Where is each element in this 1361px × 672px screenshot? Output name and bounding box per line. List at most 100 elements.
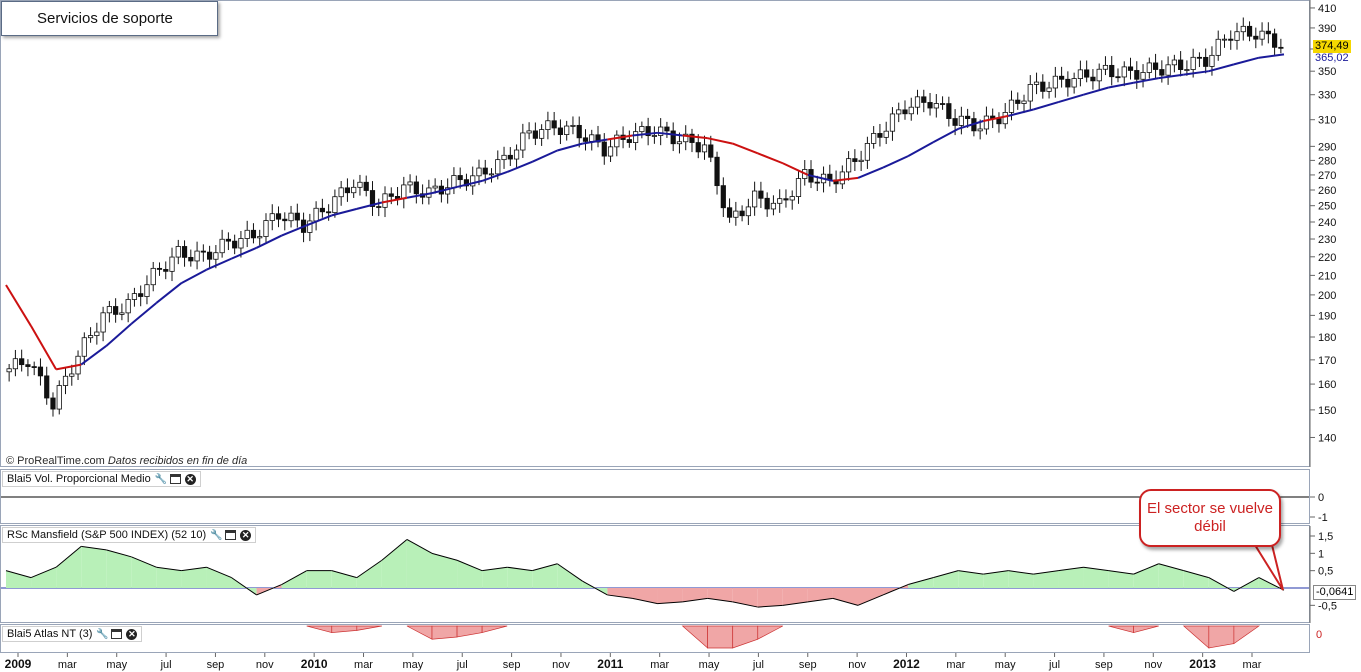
rsc-area-segment: [507, 567, 533, 588]
wrench-icon[interactable]: 🔧: [96, 628, 109, 640]
candle-body: [883, 130, 889, 138]
window-icon[interactable]: [111, 629, 123, 639]
volume-indicator-label[interactable]: Blai5 Vol. Proporcional Medio 🔧 ✕: [2, 471, 201, 487]
atlas-indicator-label[interactable]: Blai5 Atlas NT (3) 🔧 ✕: [2, 626, 143, 642]
candle-body: [81, 337, 87, 357]
candle-body: [1196, 56, 1203, 59]
atlas-area-segment: [1133, 625, 1159, 634]
candle-body: [1021, 100, 1027, 104]
atlas-area-segment: [707, 625, 734, 649]
candle-body: [138, 293, 144, 297]
candle-body: [1146, 62, 1152, 73]
x-tick-label: jul: [160, 659, 172, 671]
atlas-area-segment: [1182, 625, 1210, 649]
rsc-area-segment: [281, 570, 307, 588]
candle-body: [839, 171, 845, 185]
rsc-area-segment: [858, 588, 884, 606]
candle-body: [1190, 56, 1196, 70]
candle-body: [225, 238, 231, 242]
candle-body: [351, 186, 357, 194]
candle-body: [783, 198, 789, 201]
x-tick-label: nov: [848, 659, 866, 671]
rsc-line-segment: [231, 577, 257, 596]
candle-body: [520, 132, 526, 151]
wrench-icon[interactable]: 🔧: [210, 529, 223, 541]
moving-average-segment: [983, 114, 1009, 122]
y-tick-label: 410: [1318, 3, 1336, 15]
moving-average-segment: [557, 142, 583, 152]
x-tick-label: 2013: [1189, 657, 1216, 671]
candle-body: [858, 159, 864, 162]
candle-body: [532, 130, 538, 139]
candle-body: [589, 134, 595, 142]
candle-body: [1052, 75, 1058, 89]
candle-body: [570, 124, 576, 127]
moving-average-segment: [1008, 108, 1034, 117]
rsc-area-segment: [983, 570, 1009, 588]
moving-average-segment: [331, 207, 358, 217]
rsc-line-segment: [5, 570, 32, 579]
rsc-line-segment: [1183, 570, 1209, 579]
y-tick-label: 200: [1318, 290, 1336, 302]
candle-body: [200, 250, 206, 253]
moving-average-segment: [807, 173, 834, 182]
rsc-line-segment: [732, 601, 758, 608]
rsc-line-segment: [907, 577, 934, 586]
rsc-y-tick-label: 0,5: [1318, 566, 1333, 578]
rsc-line-segment: [406, 539, 433, 554]
close-icon[interactable]: ✕: [184, 473, 196, 485]
candle-body: [113, 306, 119, 315]
x-tick-label: 2009: [5, 657, 32, 671]
candle-body: [752, 190, 758, 208]
close-icon[interactable]: ✕: [126, 628, 138, 640]
candle-body: [1259, 30, 1265, 40]
rsc-label-text: RSc Mansfield (S&P 500 INDEX) (52 10): [7, 528, 207, 541]
moving-average-segment: [180, 268, 207, 284]
candle-body: [25, 364, 31, 367]
x-tick-label: jul: [752, 659, 764, 671]
moving-average-segment: [1083, 86, 1109, 96]
candle-body: [651, 135, 657, 137]
candle-body: [1121, 66, 1127, 78]
x-tick-label: 2012: [893, 657, 920, 671]
candle-body: [1209, 54, 1215, 67]
candle-body: [488, 173, 495, 176]
rsc-line-segment: [782, 601, 808, 606]
candle-body: [470, 175, 476, 187]
rsc-line-segment: [156, 566, 182, 572]
candle-body: [777, 198, 783, 204]
atlas-area-segment: [406, 625, 433, 640]
atlas-area-segment: [757, 625, 783, 640]
rsc-indicator-label[interactable]: RSc Mansfield (S&P 500 INDEX) (52 10) 🔧 …: [2, 527, 257, 543]
rsc-area-segment: [1008, 570, 1034, 588]
candle-body: [94, 331, 100, 336]
candle-body: [914, 96, 921, 108]
wrench-icon[interactable]: 🔧: [154, 473, 168, 485]
candle-body: [100, 312, 106, 333]
candle-body: [977, 128, 983, 132]
window-icon[interactable]: [169, 474, 181, 484]
candle-body: [846, 158, 852, 173]
candle-body: [476, 167, 482, 177]
candle-body: [338, 187, 344, 198]
y-tick-label: 140: [1318, 432, 1336, 444]
window-icon[interactable]: [225, 530, 237, 540]
rsc-line-segment: [933, 570, 959, 579]
candle-body: [369, 190, 376, 207]
y-tick-label: 280: [1318, 155, 1336, 167]
volume-label-text: Blai5 Vol. Proporcional Medio: [7, 472, 151, 485]
candle-body: [1033, 81, 1040, 85]
moving-average-segment: [607, 134, 633, 141]
rsc-line-segment: [331, 570, 357, 579]
candle-body: [714, 156, 720, 187]
candle-body: [125, 299, 131, 314]
close-icon[interactable]: ✕: [240, 529, 252, 541]
rsc-line-segment: [832, 597, 859, 606]
moving-average-segment: [582, 138, 608, 145]
candle-body: [376, 206, 382, 208]
rsc-line-segment: [807, 597, 834, 603]
candle-body: [1071, 78, 1077, 88]
rsc-area-segment: [1183, 570, 1209, 588]
candle-body: [670, 130, 676, 145]
rsc-line-segment: [857, 594, 884, 606]
